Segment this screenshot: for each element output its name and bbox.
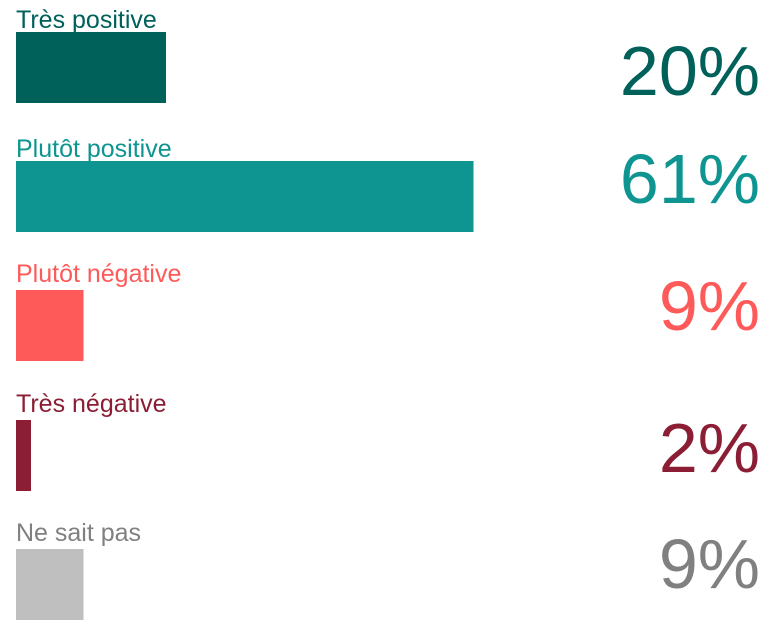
category-label: Très positive [16,6,157,34]
category-label: Plutôt négative [16,260,181,288]
bar [16,32,166,103]
value-label: 2% [659,409,760,487]
value-label: 20% [620,32,760,110]
bar [16,161,474,232]
bar [16,549,84,620]
category-label: Très négative [16,390,167,418]
bar [16,420,31,491]
value-label: 9% [659,267,760,345]
value-label: 61% [620,140,760,218]
category-label: Ne sait pas [16,519,141,547]
bar [16,290,84,361]
category-label: Plutôt positive [16,135,172,163]
value-label: 9% [659,525,760,603]
